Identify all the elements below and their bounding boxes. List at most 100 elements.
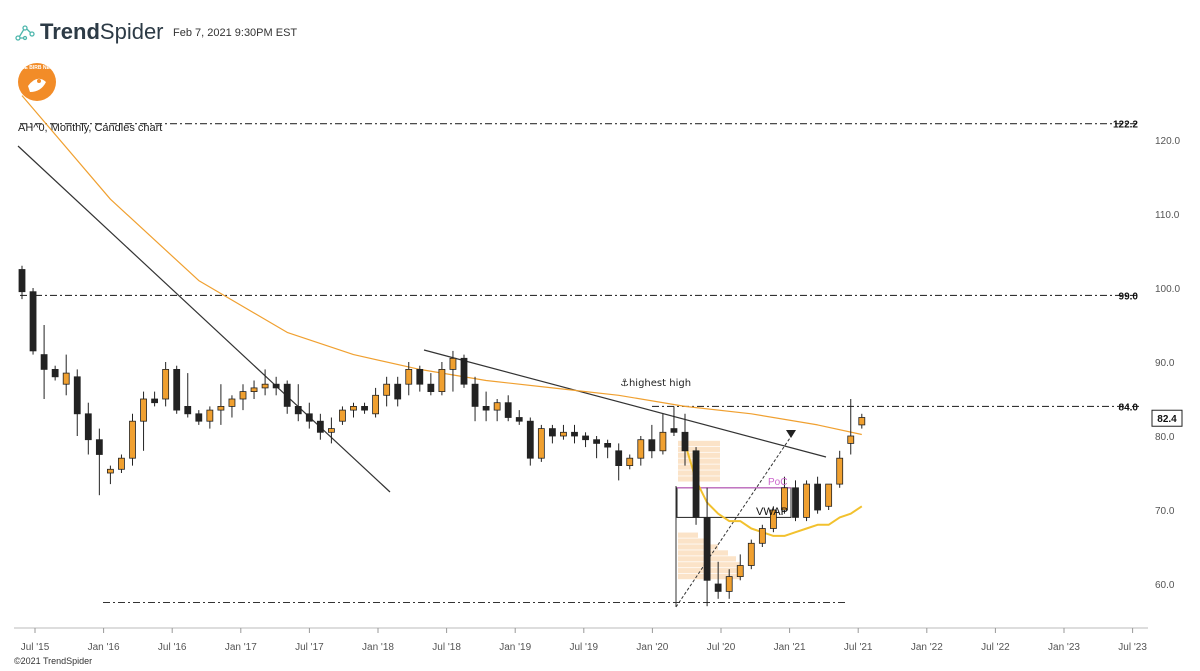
candle xyxy=(383,376,391,407)
candle xyxy=(615,443,623,481)
chart-title: AH^0, Monthly, Candles chart xyxy=(18,122,163,134)
candle-body-up xyxy=(858,417,866,426)
candle-body-down xyxy=(504,402,512,418)
y-tick-label: 90.0 xyxy=(1155,358,1175,369)
candle-body-up xyxy=(327,428,335,433)
candle-body-down xyxy=(427,383,435,393)
candle xyxy=(118,454,125,473)
volume-profile-bar xyxy=(678,544,718,550)
candle-body-up xyxy=(493,402,501,411)
candle xyxy=(206,406,214,429)
candle-body-up xyxy=(62,372,70,385)
y-tick-label: 120.0 xyxy=(1155,136,1180,147)
candle-body-down xyxy=(549,428,556,437)
candle-body-down xyxy=(305,413,313,422)
candle xyxy=(681,413,689,466)
moving-average xyxy=(21,95,863,537)
candle-body-up xyxy=(736,565,744,578)
x-tick-label: Jan '18 xyxy=(362,642,394,653)
candle-body-up xyxy=(140,398,147,422)
candle xyxy=(814,476,821,514)
candle-body-up xyxy=(725,576,733,592)
candle xyxy=(62,354,70,396)
candle-body-up xyxy=(261,383,269,389)
candle-body-down xyxy=(814,483,821,511)
x-tick-label: Jan '22 xyxy=(911,642,943,653)
candle xyxy=(107,465,114,485)
volume-profile-bar xyxy=(678,440,720,446)
candle xyxy=(427,373,435,396)
candle xyxy=(604,439,612,459)
candle-body-down xyxy=(40,354,48,370)
candle-body-down xyxy=(515,417,523,422)
x-tick-label: Jan '19 xyxy=(499,642,531,653)
level-lines xyxy=(20,123,1140,604)
candle xyxy=(526,417,534,466)
candle xyxy=(272,376,280,396)
candle xyxy=(714,561,722,599)
candle xyxy=(228,395,236,418)
candle-body-down xyxy=(582,435,589,441)
candle-body-up xyxy=(747,542,755,566)
candle-body-down xyxy=(84,413,92,441)
badge-text: THE BIRB NEST xyxy=(18,65,56,71)
x-tick-label: Jul '16 xyxy=(158,642,187,653)
candle xyxy=(250,380,258,399)
candle-body-up xyxy=(107,468,114,474)
x-tick-label: Jan '20 xyxy=(636,642,668,653)
candle xyxy=(725,569,733,599)
candle xyxy=(18,265,26,300)
candle-body-up xyxy=(659,431,667,452)
candle-body-up xyxy=(825,483,833,507)
x-tick-label: Jul '18 xyxy=(432,642,461,653)
vwap-line xyxy=(684,443,863,537)
candle-body-down xyxy=(361,405,368,411)
x-tick-label: Jan '16 xyxy=(88,642,120,653)
volume-profile-bar xyxy=(678,532,698,538)
candle xyxy=(184,373,192,418)
y-tick-label: 80.0 xyxy=(1155,432,1175,443)
x-tick-label: Jul '22 xyxy=(981,642,1010,653)
candle xyxy=(770,506,777,533)
candle-body-down xyxy=(151,398,159,404)
last-price-label: 82.4 xyxy=(1157,414,1177,425)
candle xyxy=(162,362,170,407)
candle-body-up xyxy=(847,435,855,444)
candle-body-down xyxy=(571,431,578,437)
candle xyxy=(758,524,766,547)
candle xyxy=(361,402,368,414)
candle-body-up xyxy=(250,387,258,392)
candle xyxy=(582,432,589,448)
candle xyxy=(504,395,512,422)
candle xyxy=(438,362,446,396)
candle-body-down xyxy=(316,420,324,433)
axes: 60.0 70.0 80.0 90.0 100.0 110.0 120.0 82.4 Jul '… xyxy=(14,136,1183,653)
volume-profile-bar xyxy=(678,446,720,452)
candle-body-down xyxy=(272,383,280,389)
y-tick-label: 110.0 xyxy=(1155,210,1180,221)
candle xyxy=(294,384,302,422)
candle xyxy=(571,424,578,444)
candle xyxy=(482,391,490,422)
x-tick-label: Jul '20 xyxy=(707,642,736,653)
candle xyxy=(29,288,37,355)
candle xyxy=(493,399,501,422)
candle xyxy=(339,406,346,425)
candle xyxy=(140,391,147,451)
candle xyxy=(637,436,645,466)
candle xyxy=(593,436,600,459)
candle xyxy=(825,483,833,510)
candle xyxy=(129,413,136,466)
candle xyxy=(460,354,468,388)
x-tick-label: Jan '23 xyxy=(1048,642,1080,653)
candle-body-down xyxy=(648,439,656,452)
candle-body-down xyxy=(294,405,302,415)
candle xyxy=(549,424,556,444)
candle xyxy=(394,376,402,407)
candle-body-up xyxy=(383,383,391,396)
candle xyxy=(73,369,81,436)
bird-nest-badge-icon: THE BIRB NEST xyxy=(18,63,56,101)
brand-name: TrendSpider xyxy=(40,19,164,44)
candle xyxy=(327,417,335,444)
